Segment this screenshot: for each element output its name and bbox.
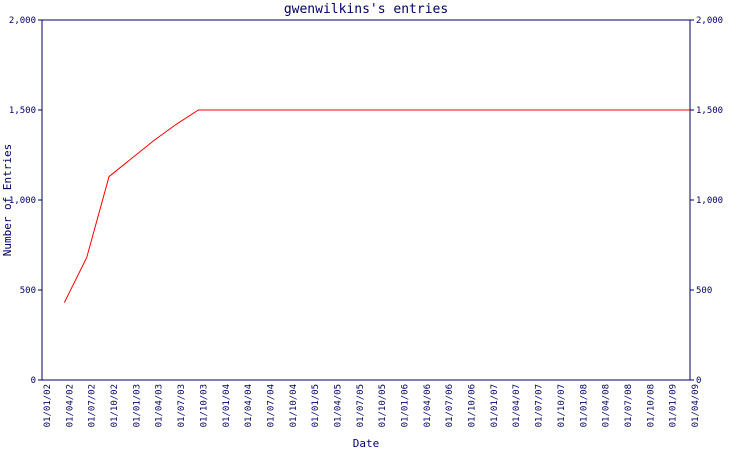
x-tick-label: 01/01/07 (490, 384, 500, 427)
x-tick-label: 01/01/05 (311, 384, 321, 427)
y-axis-title: Number of Entries (1, 144, 14, 257)
x-tick-label: 01/07/08 (624, 384, 634, 427)
x-tick-label: 01/10/02 (110, 384, 120, 427)
x-tick-label: 01/07/02 (88, 384, 98, 427)
x-tick-label: 01/04/03 (155, 384, 165, 427)
x-tick-label: 01/01/08 (579, 384, 589, 427)
y-tick-label: 500 (20, 286, 36, 296)
data-line (63, 109, 690, 303)
y2-tick-label: 2,000 (696, 16, 723, 26)
x-tick-label: 01/01/02 (43, 384, 53, 427)
x-tick-label: 01/04/06 (423, 384, 433, 427)
x-tick-label: 01/07/05 (356, 384, 366, 427)
x-tick-label: 01/04/08 (602, 384, 612, 427)
x-tick-label: 01/07/07 (535, 384, 545, 427)
x-tick-label: 01/04/04 (244, 384, 254, 427)
x-tick-label: 01/04/07 (512, 384, 522, 427)
x-tick-label: 01/01/09 (669, 384, 679, 427)
chart-title: gwenwilkins's entries (284, 2, 448, 17)
x-tick-label: 01/04/05 (333, 384, 343, 427)
y-tick-label: 2,000 (9, 16, 36, 26)
y-tick-label: 1,000 (9, 196, 36, 206)
x-tick-label: 01/10/03 (199, 384, 209, 427)
x-tick-label: 01/01/04 (222, 384, 232, 427)
x-axis-title: Date (353, 437, 380, 450)
y2-tick-label: 1,000 (696, 196, 723, 206)
y2-tick-label: 500 (696, 286, 712, 296)
x-tick-label: 01/07/06 (445, 384, 455, 427)
plot-frame (41, 19, 691, 381)
x-tick-label: 01/10/06 (468, 384, 478, 427)
x-tick-label: 01/07/03 (177, 384, 187, 427)
x-tick-label: 01/10/08 (646, 384, 656, 427)
x-tick-label: 01/04/09 (691, 384, 701, 427)
y-tick-label: 0 (31, 376, 36, 386)
x-tick-label: 01/10/04 (289, 384, 299, 427)
x-tick-label: 01/07/04 (266, 384, 276, 427)
x-tick-label: 01/10/07 (557, 384, 567, 427)
x-tick-label: 01/01/03 (132, 384, 142, 427)
x-tick-label: 01/01/06 (401, 384, 411, 427)
y2-tick-label: 0 (696, 376, 701, 386)
y-tick-label: 1,500 (9, 106, 36, 116)
y2-tick-label: 1,500 (696, 106, 723, 116)
x-tick-label: 01/10/05 (378, 384, 388, 427)
x-tick-label: 01/04/02 (65, 384, 75, 427)
